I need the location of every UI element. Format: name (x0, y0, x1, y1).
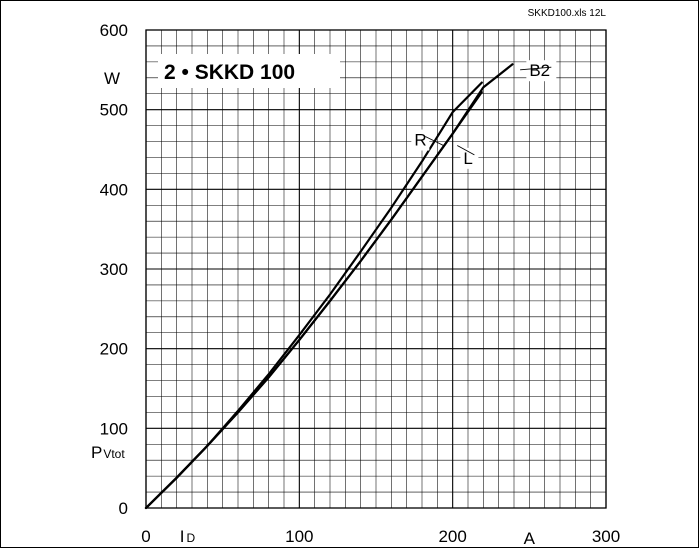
series-label-l: L (463, 149, 472, 168)
y-tick-label: 400 (100, 180, 128, 199)
series-label-leader (457, 145, 475, 156)
title-background (158, 54, 340, 88)
series-label-background (411, 129, 430, 151)
series-line-b2 (144, 63, 514, 510)
title-box: 2 • SKKD 100 (158, 54, 340, 88)
chart-title: 2 • SKKD 100 (164, 61, 295, 84)
series-label-leader (425, 136, 444, 146)
labels-layer: 0 100 200 300 0 100 200 300 400 500 600 R L B2 (100, 21, 621, 546)
x-tick-label: 0 (141, 527, 150, 546)
x-axis-unit: A (524, 529, 536, 547)
x-tick-label: 100 (285, 527, 313, 546)
x-axis-symbol-sub: D (186, 531, 195, 545)
series-line-l (144, 91, 483, 510)
y-axis-symbol-main: P (91, 443, 102, 462)
series-label-r: R (414, 131, 426, 150)
series-layer (144, 63, 514, 510)
x-axis-symbol-main: I (180, 527, 185, 546)
y-axis-symbol-sub: Vtot (103, 447, 125, 461)
y-tick-label: 0 (119, 499, 128, 518)
y-tick-label: 600 (100, 21, 128, 40)
y-axis-symbol: PVtot (91, 443, 125, 462)
series-label-b2: B2 (529, 61, 550, 80)
series-label-background (460, 147, 479, 169)
source-note: SKKD100.xls 12L (528, 8, 607, 19)
y-axis-unit: W (104, 69, 120, 88)
plot-area-border (145, 29, 607, 509)
y-tick-label: 500 (100, 101, 128, 120)
series-label-background (526, 60, 557, 82)
y-tick-label: 100 (100, 419, 128, 438)
y-tick-label: 200 (100, 340, 128, 359)
series-label-leader (520, 66, 552, 71)
y-tick-label: 300 (100, 260, 128, 279)
x-tick-label: 300 (592, 527, 620, 546)
x-tick-label: 200 (438, 527, 466, 546)
